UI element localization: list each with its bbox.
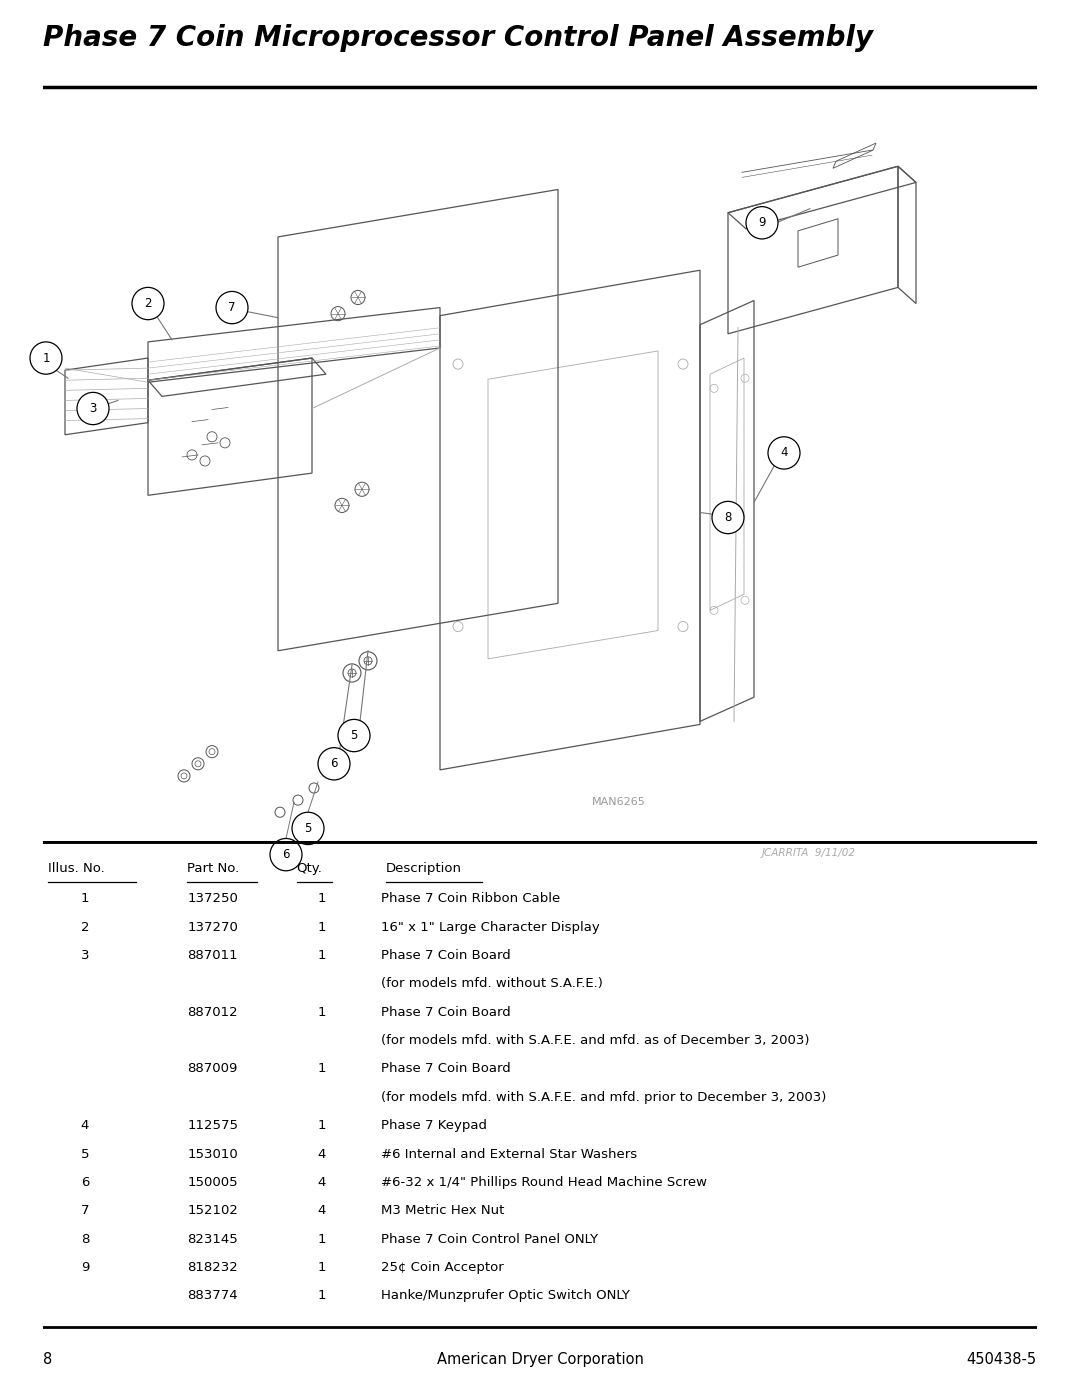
Text: Part No.: Part No.	[187, 862, 240, 875]
Text: 887012: 887012	[187, 1006, 238, 1018]
Text: 8: 8	[81, 1232, 90, 1246]
Text: Illus. No.: Illus. No.	[49, 862, 105, 875]
Text: 6: 6	[81, 1176, 90, 1189]
Text: 4: 4	[318, 1204, 325, 1217]
Text: 137270: 137270	[187, 921, 239, 933]
Text: 8: 8	[725, 511, 731, 524]
Circle shape	[338, 719, 370, 752]
Text: (for models mfd. with S.A.F.E. and mfd. prior to December 3, 2003): (for models mfd. with S.A.F.E. and mfd. …	[381, 1091, 826, 1104]
Circle shape	[318, 747, 350, 780]
Text: #6 Internal and External Star Washers: #6 Internal and External Star Washers	[381, 1147, 637, 1161]
Text: 9: 9	[758, 217, 766, 229]
Text: 2: 2	[81, 921, 90, 933]
Text: 887011: 887011	[187, 949, 238, 963]
Text: 137250: 137250	[187, 893, 239, 905]
Text: 112575: 112575	[187, 1119, 239, 1132]
Text: 1: 1	[318, 1261, 326, 1274]
Circle shape	[216, 292, 248, 324]
Text: 4: 4	[318, 1176, 325, 1189]
Text: M3 Metric Hex Nut: M3 Metric Hex Nut	[381, 1204, 504, 1217]
Text: 9: 9	[81, 1261, 90, 1274]
Text: Description: Description	[386, 862, 462, 875]
Text: 1: 1	[318, 1006, 326, 1018]
Text: Phase 7 Coin Control Panel ONLY: Phase 7 Coin Control Panel ONLY	[381, 1232, 598, 1246]
Circle shape	[270, 838, 302, 870]
Text: 1: 1	[318, 893, 326, 905]
Text: Phase 7 Coin Ribbon Cable: Phase 7 Coin Ribbon Cable	[381, 893, 561, 905]
Text: 818232: 818232	[187, 1261, 238, 1274]
Text: 1: 1	[318, 921, 326, 933]
Text: 6: 6	[330, 757, 338, 770]
Text: Phase 7 Coin Board: Phase 7 Coin Board	[381, 1063, 511, 1076]
Text: 1: 1	[42, 352, 50, 365]
Text: (for models mfd. without S.A.F.E.): (for models mfd. without S.A.F.E.)	[381, 978, 603, 990]
Text: 5: 5	[81, 1147, 90, 1161]
Text: 823145: 823145	[187, 1232, 238, 1246]
Circle shape	[712, 502, 744, 534]
Text: American Dryer Corporation: American Dryer Corporation	[436, 1352, 644, 1366]
Text: 4: 4	[318, 1147, 325, 1161]
Text: 3: 3	[90, 402, 97, 415]
Text: 2: 2	[145, 298, 152, 310]
Text: 153010: 153010	[187, 1147, 238, 1161]
Text: 1: 1	[81, 893, 90, 905]
Text: JCARRITA  9/11/02: JCARRITA 9/11/02	[762, 848, 856, 858]
Text: #6-32 x 1/4" Phillips Round Head Machine Screw: #6-32 x 1/4" Phillips Round Head Machine…	[381, 1176, 707, 1189]
Circle shape	[746, 207, 778, 239]
Text: 883774: 883774	[187, 1289, 238, 1302]
Text: 16" x 1" Large Character Display: 16" x 1" Large Character Display	[381, 921, 599, 933]
Text: 5: 5	[350, 729, 357, 742]
Text: 1: 1	[318, 1232, 326, 1246]
Circle shape	[132, 288, 164, 320]
Text: 3: 3	[81, 949, 90, 963]
Text: 6: 6	[282, 848, 289, 861]
Text: 1: 1	[318, 1119, 326, 1132]
Text: 152102: 152102	[187, 1204, 239, 1217]
Text: 150005: 150005	[187, 1176, 238, 1189]
Text: 25¢ Coin Acceptor: 25¢ Coin Acceptor	[381, 1261, 503, 1274]
Circle shape	[768, 437, 800, 469]
Circle shape	[77, 393, 109, 425]
Text: Qty.: Qty.	[297, 862, 323, 875]
Text: Phase 7 Coin Microprocessor Control Panel Assembly: Phase 7 Coin Microprocessor Control Pane…	[43, 24, 874, 52]
Text: 887009: 887009	[187, 1063, 238, 1076]
Text: (for models mfd. with S.A.F.E. and mfd. as of December 3, 2003): (for models mfd. with S.A.F.E. and mfd. …	[381, 1034, 810, 1048]
Text: Phase 7 Keypad: Phase 7 Keypad	[381, 1119, 487, 1132]
Text: 5: 5	[305, 821, 312, 835]
Text: Phase 7 Coin Board: Phase 7 Coin Board	[381, 1006, 511, 1018]
Text: 1: 1	[318, 1063, 326, 1076]
Text: MAN6265: MAN6265	[592, 798, 646, 807]
Text: 450438-5: 450438-5	[967, 1352, 1037, 1366]
Text: 1: 1	[318, 1289, 326, 1302]
Text: 1: 1	[318, 949, 326, 963]
Text: 4: 4	[81, 1119, 90, 1132]
Text: 7: 7	[228, 302, 235, 314]
Text: Phase 7 Coin Board: Phase 7 Coin Board	[381, 949, 511, 963]
Text: 4: 4	[780, 447, 787, 460]
Text: Hanke/Munzprufer Optic Switch ONLY: Hanke/Munzprufer Optic Switch ONLY	[381, 1289, 630, 1302]
Circle shape	[30, 342, 62, 374]
Text: 8: 8	[43, 1352, 53, 1366]
Circle shape	[292, 812, 324, 845]
Text: 7: 7	[81, 1204, 90, 1217]
